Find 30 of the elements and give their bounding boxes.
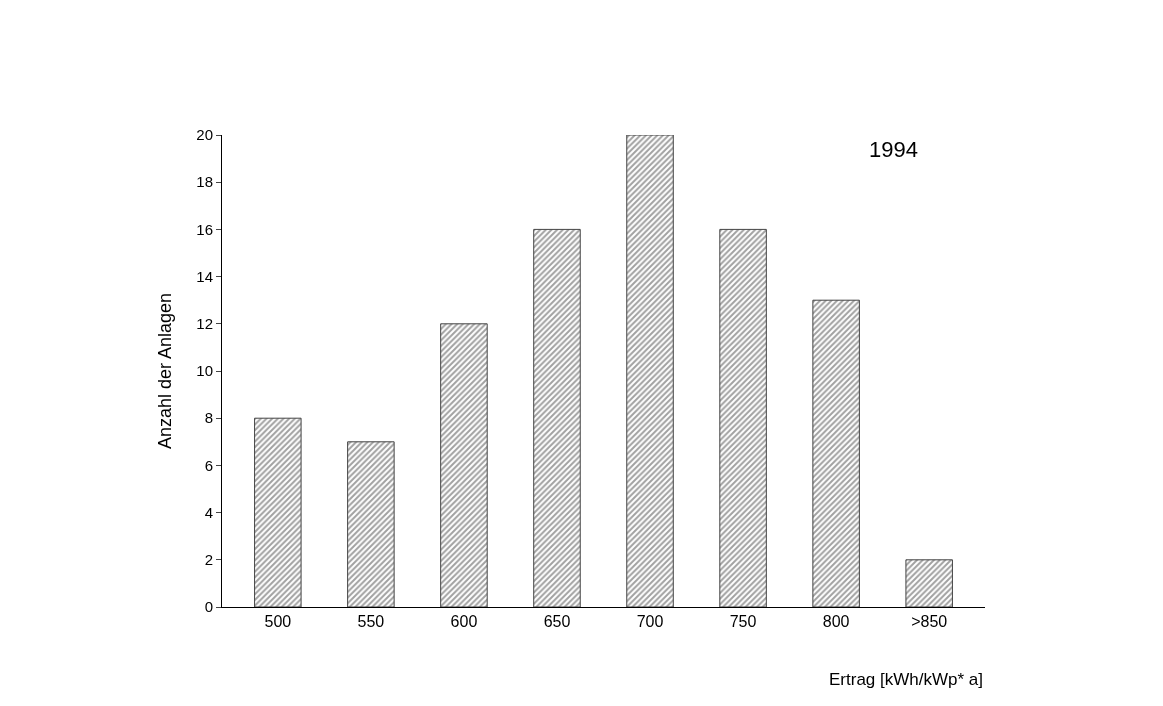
bar [347, 441, 395, 607]
x-tick-label: 650 [543, 613, 571, 631]
x-tick-label: >850 [911, 613, 948, 631]
x-tick-label: 500 [264, 613, 292, 631]
annotation: 1994 [869, 137, 918, 162]
x-tick-label: 800 [822, 613, 850, 631]
x-axis-title: Ertrag [kWh/kWp* a] [829, 670, 983, 689]
bar [440, 323, 488, 607]
x-tick-label: 700 [636, 613, 664, 631]
bar [626, 135, 674, 607]
y-tick-label: 4 [204, 503, 213, 521]
x-tick-label: 550 [357, 613, 385, 631]
y-axis-title: Anzahl der Anlagen [154, 292, 175, 450]
y-tick-label: 8 [204, 409, 213, 427]
x-tick-label: 750 [729, 613, 757, 631]
y-tick-label: 16 [196, 220, 213, 238]
y-tick-label: 0 [204, 598, 213, 616]
y-tick-label: 20 [196, 126, 213, 144]
bar [905, 559, 953, 607]
y-tick-label: 10 [196, 362, 213, 380]
y-tick-label: 6 [204, 456, 213, 474]
bar [254, 417, 302, 607]
bar [719, 228, 767, 607]
bar [812, 299, 860, 607]
y-tick-label: 2 [204, 551, 213, 569]
y-tick-label: 18 [196, 173, 213, 191]
bar [533, 228, 581, 607]
y-tick-label: 12 [196, 315, 213, 333]
y-tick-label: 14 [196, 267, 213, 285]
x-tick-label: 600 [450, 613, 478, 631]
